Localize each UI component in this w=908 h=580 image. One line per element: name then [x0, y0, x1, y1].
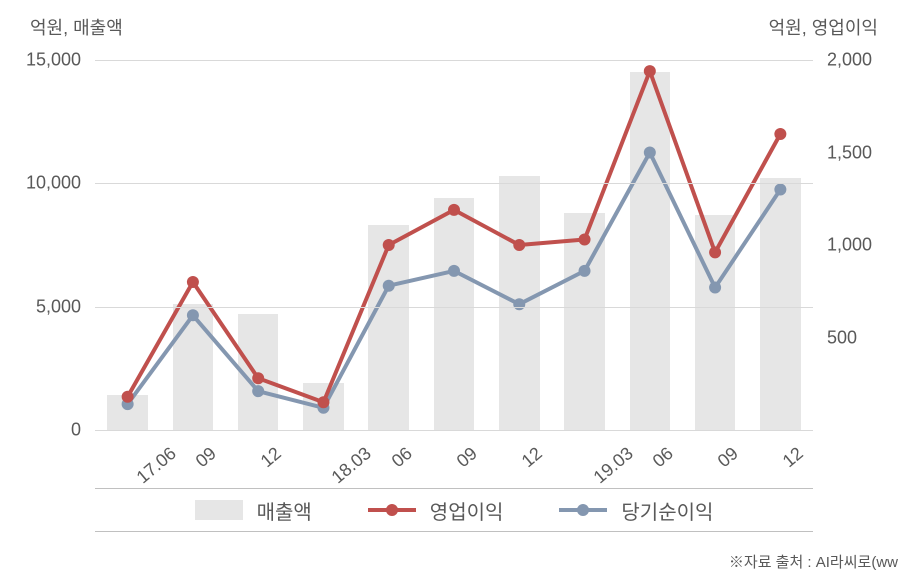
- operating-profit-marker: [513, 239, 525, 251]
- x-tick-label: 12: [779, 443, 808, 472]
- x-tick-label: 06: [387, 443, 416, 472]
- legend: 매출액 영업이익 당기순이익: [95, 488, 813, 532]
- x-tick-label: 09: [453, 443, 482, 472]
- left-y-axis-label: 억원, 매출액: [30, 14, 123, 40]
- left-y-tick-label: 10,000: [15, 173, 95, 194]
- operating-profit-marker: [774, 128, 786, 140]
- operating-profit-marker: [317, 396, 329, 408]
- right-y-tick-label: 2,000: [813, 50, 893, 71]
- lines-layer: [95, 60, 813, 430]
- legend-item-line1: 영업이익: [368, 496, 504, 525]
- net-income-marker: [709, 282, 721, 294]
- legend-item-line2: 당기순이익: [559, 496, 713, 525]
- legend-swatch-line: [559, 500, 607, 520]
- legend-swatch-line: [368, 500, 416, 520]
- operating-profit-marker: [383, 239, 395, 251]
- net-income-line: [128, 153, 781, 408]
- operating-profit-marker: [122, 391, 134, 403]
- operating-profit-marker: [709, 246, 721, 258]
- legend-label: 영업이익: [430, 496, 504, 525]
- net-income-marker: [187, 309, 199, 321]
- legend-item-bar: 매출액: [195, 496, 312, 525]
- x-tick-label: 09: [714, 443, 743, 472]
- net-income-marker: [644, 147, 656, 159]
- legend-swatch-bar: [195, 500, 243, 520]
- x-tick-label: 17.06: [132, 443, 180, 488]
- right-y-tick-label: 1,500: [813, 142, 893, 163]
- left-y-tick-label: 0: [15, 420, 95, 441]
- x-tick-label: 06: [648, 443, 677, 472]
- net-income-marker: [252, 385, 264, 397]
- right-y-axis-label: 억원, 영업이익: [769, 14, 878, 40]
- grid-line: [95, 307, 813, 308]
- x-tick-label: 18.03: [328, 443, 376, 488]
- grid-line: [95, 60, 813, 61]
- operating-profit-marker: [187, 276, 199, 288]
- right-y-tick-label: 500: [813, 327, 893, 348]
- source-text: ※자료 출처 : AI라씨로(ww: [729, 551, 898, 572]
- net-income-marker: [774, 184, 786, 196]
- operating-profit-marker: [448, 204, 460, 216]
- operating-profit-marker: [252, 372, 264, 384]
- grid-line: [95, 183, 813, 184]
- x-tick-label: 09: [192, 443, 221, 472]
- right-y-tick-label: 1,000: [813, 235, 893, 256]
- x-tick-label: 19.03: [589, 443, 637, 488]
- net-income-marker: [448, 265, 460, 277]
- operating-profit-marker: [579, 233, 591, 245]
- left-y-tick-label: 5,000: [15, 296, 95, 317]
- grid-line: [95, 430, 813, 431]
- x-tick-label: 12: [518, 443, 547, 472]
- net-income-marker: [383, 280, 395, 292]
- net-income-marker: [513, 298, 525, 310]
- operating-profit-marker: [644, 65, 656, 77]
- legend-label: 당기순이익: [621, 496, 713, 525]
- net-income-marker: [579, 265, 591, 277]
- left-y-tick-label: 15,000: [15, 50, 95, 71]
- x-tick-label: 12: [257, 443, 286, 472]
- combo-chart: 억원, 매출액 억원, 영업이익 05,00010,00015,0005001,…: [0, 0, 908, 580]
- plot-area: 05,00010,00015,0005001,0001,5002,000: [95, 60, 813, 430]
- legend-label: 매출액: [257, 496, 312, 525]
